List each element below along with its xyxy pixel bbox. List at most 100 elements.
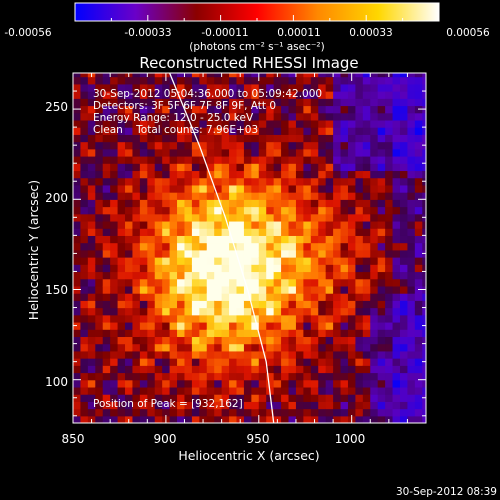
heatmap-cell xyxy=(147,83,156,92)
heatmap-cell xyxy=(333,73,342,78)
heatmap-cell xyxy=(73,127,82,135)
heatmap-cell xyxy=(414,314,423,323)
heatmap-cell xyxy=(147,163,156,172)
heatmap-cell xyxy=(310,394,319,402)
heatmap-cell xyxy=(362,91,371,99)
heatmap-cell xyxy=(281,329,290,338)
heatmap-cell xyxy=(110,206,119,215)
heatmap-cell xyxy=(80,134,89,143)
heatmap-cell xyxy=(125,350,134,359)
heatmap-cell xyxy=(117,394,126,402)
heatmap-cell xyxy=(214,314,223,323)
heatmap-cell xyxy=(206,213,215,222)
heatmap-cell xyxy=(184,365,193,374)
heatmap-cell xyxy=(191,105,200,114)
heatmap-cell xyxy=(229,206,238,215)
heatmap-cell xyxy=(199,98,208,107)
heatmap-cell xyxy=(407,192,416,200)
heatmap-cell xyxy=(273,177,282,186)
heatmap-cell xyxy=(147,228,156,236)
heatmap-cell xyxy=(347,213,356,222)
heatmap-cell xyxy=(73,112,82,121)
heatmap-cell xyxy=(229,83,238,92)
heatmap-cell xyxy=(95,300,104,309)
heatmap-cell xyxy=(310,112,319,121)
heatmap-cell xyxy=(102,307,111,316)
heatmap-cell xyxy=(147,321,156,330)
heatmap-cell xyxy=(139,91,148,99)
heatmap-cell xyxy=(73,329,82,338)
x-tick-label: 950 xyxy=(247,432,270,446)
heatmap-cell xyxy=(102,379,111,388)
heatmap-cell xyxy=(399,184,409,193)
heatmap-cell xyxy=(147,307,156,316)
heatmap-cell xyxy=(221,264,230,273)
heatmap-cell xyxy=(147,408,156,417)
heatmap-cell xyxy=(377,83,386,92)
heatmap-cell xyxy=(214,213,223,222)
heatmap-cell xyxy=(399,365,409,374)
heatmap-cell xyxy=(229,184,238,193)
heatmap-cell xyxy=(110,112,119,121)
heatmap-cell xyxy=(199,372,208,381)
heatmap-cell xyxy=(177,343,186,352)
heatmap-cell xyxy=(139,119,148,128)
heatmap-cell xyxy=(199,386,208,395)
heatmap-cell xyxy=(251,408,260,417)
x-tick-label: 900 xyxy=(154,432,177,446)
heatmap-cell xyxy=(206,293,215,301)
heatmap-cell xyxy=(333,321,342,330)
heatmap-cell xyxy=(125,300,134,309)
heatmap-cell xyxy=(399,314,409,323)
heatmap-cell xyxy=(325,91,334,99)
heatmap-cell xyxy=(236,206,245,215)
heatmap-cell xyxy=(340,83,349,92)
heatmap-cell xyxy=(385,177,394,186)
heatmap-cell xyxy=(184,329,193,338)
heatmap-cell xyxy=(295,119,304,128)
heatmap-cell xyxy=(132,213,141,222)
heatmap-cell xyxy=(154,408,163,417)
heatmap-cell xyxy=(117,408,126,417)
heatmap-cell xyxy=(422,206,426,215)
heatmap-cell xyxy=(325,358,334,366)
heatmap-cell xyxy=(318,307,327,316)
heatmap-cell xyxy=(266,358,275,366)
heatmap-cell xyxy=(80,91,89,99)
heatmap-cell xyxy=(340,148,349,157)
heatmap-cell xyxy=(281,271,290,280)
heatmap-cell xyxy=(377,112,386,121)
heatmap-cell xyxy=(147,213,156,222)
heatmap-cell xyxy=(362,242,371,251)
heatmap-cell xyxy=(422,372,426,381)
heatmap-cell xyxy=(132,343,141,352)
heatmap-cell xyxy=(318,408,327,417)
heatmap-cell xyxy=(370,278,379,287)
heatmap-cell xyxy=(273,271,282,280)
heatmap-cell xyxy=(303,271,312,280)
heatmap-cell xyxy=(87,76,96,85)
heatmap-cell xyxy=(73,206,82,215)
heatmap-cell xyxy=(214,184,223,193)
heatmap-cell xyxy=(251,365,260,374)
heatmap-cell xyxy=(251,343,260,352)
heatmap-cell xyxy=(221,163,230,172)
heatmap-cell xyxy=(273,163,282,172)
heatmap-cell xyxy=(236,271,245,280)
heatmap-cell xyxy=(184,372,193,381)
heatmap-cell xyxy=(407,105,416,114)
heatmap-cell xyxy=(132,401,141,410)
heatmap-cell xyxy=(87,264,96,273)
heatmap-cell xyxy=(281,177,290,186)
heatmap-cell xyxy=(214,386,223,395)
heatmap-cell xyxy=(117,379,126,388)
heatmap-cell xyxy=(80,83,89,92)
heatmap-cell xyxy=(251,148,260,157)
heatmap-cell xyxy=(102,314,111,323)
heatmap-cell xyxy=(80,141,89,150)
heatmap-cell xyxy=(139,386,148,395)
heatmap-cell xyxy=(154,235,163,244)
heatmap-cell xyxy=(370,141,379,150)
heatmap-cell xyxy=(73,177,82,186)
heatmap-cell xyxy=(414,213,423,222)
